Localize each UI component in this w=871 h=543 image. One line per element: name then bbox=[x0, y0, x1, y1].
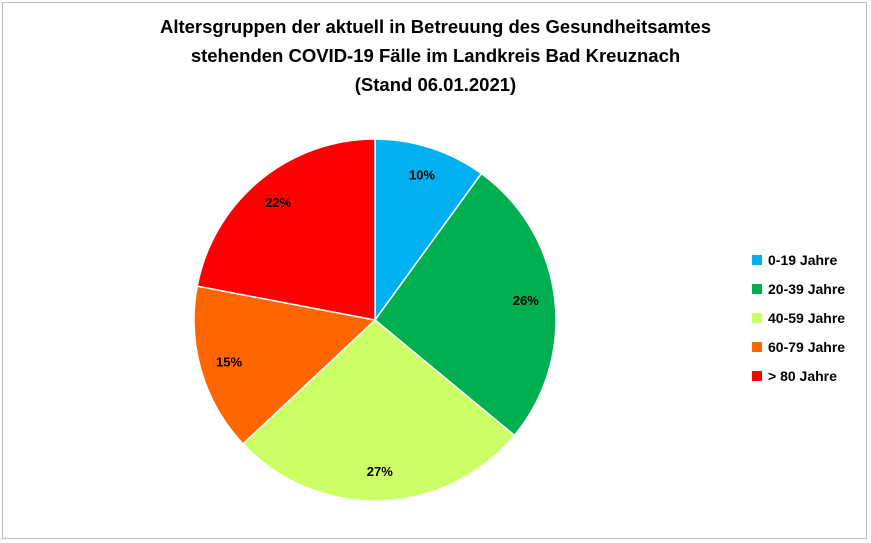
legend-label-0-19-jahre: 0-19 Jahre bbox=[768, 252, 838, 268]
data-label-40-59-jahre: 27% bbox=[367, 464, 393, 479]
data-label-0-19-jahre: 10% bbox=[409, 167, 435, 182]
pie-slice-20-39-jahre bbox=[373, 172, 557, 437]
legend-swatch-20-39-jahre bbox=[752, 284, 762, 294]
data-label-60-79-jahre: 15% bbox=[216, 354, 242, 369]
chart-title-line-2: stehenden COVID-19 Fälle im Landkreis Ba… bbox=[190, 45, 681, 66]
legend-swatch-40-59-jahre bbox=[752, 313, 762, 323]
pie-slice-40-59-jahre bbox=[241, 319, 516, 502]
legend-label-20-39-jahre: 20-39 Jahre bbox=[768, 281, 846, 297]
chart-title-line-3: (Stand 06.01.2021) bbox=[354, 74, 517, 95]
chart-title: Altersgruppen der aktuell in Betreuung d… bbox=[0, 12, 871, 99]
data-label-20-39-jahre: 26% bbox=[513, 293, 539, 308]
data-label-80-jahre: 22% bbox=[265, 195, 291, 210]
legend-swatch-0-19-jahre bbox=[752, 255, 762, 265]
pie-slice-0-19-jahre bbox=[374, 138, 483, 323]
chart-title-line-1: Altersgruppen der aktuell in Betreuung d… bbox=[159, 16, 711, 37]
legend-swatch-80-jahre bbox=[752, 371, 762, 381]
legend-label-40-59-jahre: 40-59 Jahre bbox=[768, 310, 846, 326]
legend-swatch-60-79-jahre bbox=[752, 342, 762, 352]
pie-slice-60-79-jahre bbox=[193, 285, 377, 445]
legend-label-80-jahre: > 80 Jahre bbox=[768, 368, 837, 384]
pie-slice-80-jahre bbox=[196, 138, 376, 321]
legend-label-60-79-jahre: 60-79 Jahre bbox=[768, 339, 846, 355]
